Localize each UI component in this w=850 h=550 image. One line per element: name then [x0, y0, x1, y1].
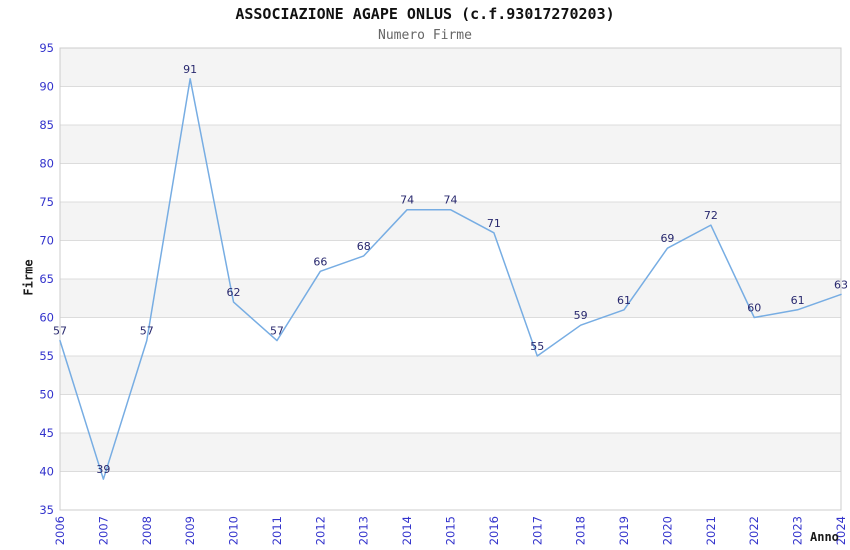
plot-band — [60, 202, 841, 241]
series-line — [59, 78, 842, 480]
x-tick-label: 2018 — [574, 516, 588, 545]
plot-band — [60, 356, 841, 395]
x-tick-label: 2013 — [357, 516, 371, 545]
plot-band — [60, 433, 841, 472]
x-tick-label: 2008 — [140, 516, 154, 545]
y-tick-label: 60 — [39, 311, 54, 325]
x-tick-label: 2019 — [617, 516, 631, 545]
x-tick-label: 2015 — [444, 516, 458, 545]
data-label: 55 — [530, 340, 544, 353]
y-tick-label: 40 — [39, 465, 54, 479]
y-tick-label: 55 — [39, 349, 54, 363]
x-tick-label: 2020 — [660, 516, 674, 545]
x-axis-title: Anno — [810, 530, 839, 544]
data-label: 74 — [444, 194, 458, 207]
y-tick-label: 95 — [39, 41, 54, 55]
data-label: 61 — [791, 294, 805, 307]
x-tick-label: 2010 — [227, 516, 241, 545]
x-tick-label: 2009 — [183, 516, 197, 545]
data-label: 59 — [574, 309, 588, 322]
data-label: 69 — [660, 232, 674, 245]
data-label: 57 — [140, 325, 154, 338]
plot-band — [60, 125, 841, 164]
y-tick-label: 45 — [39, 426, 54, 440]
x-tick-label: 2014 — [400, 516, 414, 545]
y-tick-label: 35 — [39, 503, 54, 517]
y-tick-label: 75 — [39, 195, 54, 209]
data-label: 61 — [617, 294, 631, 307]
plot-border — [59, 47, 842, 511]
data-label: 72 — [704, 209, 718, 222]
data-label: 71 — [487, 217, 501, 230]
plot-band — [60, 48, 841, 87]
x-tick-label: 2017 — [530, 516, 544, 545]
x-tick-label: 2012 — [313, 516, 327, 545]
x-tick-label: 2006 — [53, 516, 67, 545]
data-label: 60 — [747, 302, 761, 315]
x-tick-label: 2011 — [270, 516, 284, 545]
x-tick-label: 2021 — [704, 516, 718, 545]
x-tick-label: 2024 — [834, 516, 848, 545]
y-tick-label: 65 — [39, 272, 54, 286]
chart-title: ASSOCIAZIONE AGAPE ONLUS (c.f.9301727020… — [235, 5, 615, 23]
data-label: 57 — [53, 325, 67, 338]
x-tick-label: 2007 — [96, 516, 110, 545]
y-tick-label: 70 — [39, 234, 54, 248]
y-tick-label: 50 — [39, 388, 54, 402]
data-label: 91 — [183, 63, 197, 76]
data-label: 57 — [270, 325, 284, 338]
data-label: 62 — [227, 286, 241, 299]
data-label: 74 — [400, 194, 414, 207]
data-label: 63 — [834, 278, 848, 291]
y-tick-label: 90 — [39, 80, 54, 94]
x-tick-label: 2016 — [487, 516, 501, 545]
y-tick-label: 80 — [39, 157, 54, 171]
x-tick-label: 2022 — [747, 516, 761, 545]
x-tick-label: 2023 — [791, 516, 805, 545]
plot-band — [60, 279, 841, 318]
chart-subtitle: Numero Firme — [378, 28, 472, 43]
y-tick-label: 85 — [39, 118, 54, 132]
data-label: 68 — [357, 240, 371, 253]
data-label: 66 — [313, 255, 327, 268]
data-label: 39 — [96, 463, 110, 476]
